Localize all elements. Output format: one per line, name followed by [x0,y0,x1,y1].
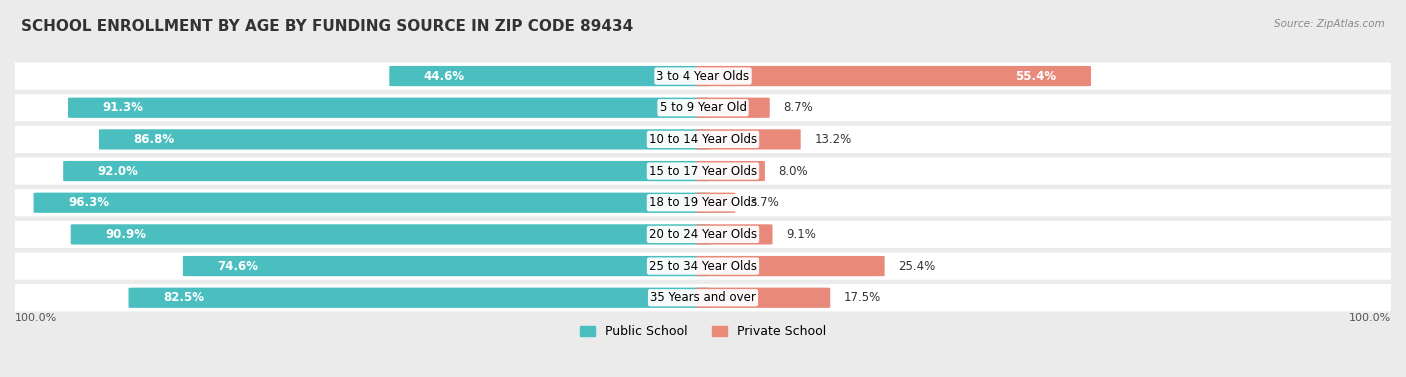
Text: 86.8%: 86.8% [134,133,174,146]
Text: 8.0%: 8.0% [779,165,808,178]
FancyBboxPatch shape [70,224,710,245]
FancyBboxPatch shape [1,189,1405,216]
FancyBboxPatch shape [1,253,1405,280]
Text: 3 to 4 Year Olds: 3 to 4 Year Olds [657,70,749,83]
FancyBboxPatch shape [696,193,735,213]
FancyBboxPatch shape [1,158,1405,185]
Text: 100.0%: 100.0% [1348,313,1391,323]
Text: 17.5%: 17.5% [844,291,882,304]
Text: 74.6%: 74.6% [218,260,259,273]
Text: 100.0%: 100.0% [15,313,58,323]
Text: Source: ZipAtlas.com: Source: ZipAtlas.com [1274,19,1385,29]
FancyBboxPatch shape [1,63,1405,90]
FancyBboxPatch shape [696,224,772,245]
FancyBboxPatch shape [63,161,710,181]
Text: SCHOOL ENROLLMENT BY AGE BY FUNDING SOURCE IN ZIP CODE 89434: SCHOOL ENROLLMENT BY AGE BY FUNDING SOUR… [21,19,633,34]
Text: 90.9%: 90.9% [105,228,146,241]
Text: 44.6%: 44.6% [423,70,465,83]
Text: 55.4%: 55.4% [1015,70,1057,83]
FancyBboxPatch shape [389,66,710,86]
Text: 96.3%: 96.3% [67,196,110,209]
Text: 10 to 14 Year Olds: 10 to 14 Year Olds [650,133,756,146]
Text: 91.3%: 91.3% [103,101,143,114]
Text: 5 to 9 Year Old: 5 to 9 Year Old [659,101,747,114]
FancyBboxPatch shape [1,221,1405,248]
FancyBboxPatch shape [696,256,884,276]
Text: 13.2%: 13.2% [814,133,852,146]
Text: 35 Years and over: 35 Years and over [650,291,756,304]
Text: 20 to 24 Year Olds: 20 to 24 Year Olds [650,228,756,241]
FancyBboxPatch shape [1,284,1405,311]
FancyBboxPatch shape [696,161,765,181]
FancyBboxPatch shape [696,129,800,150]
Text: 25.4%: 25.4% [898,260,935,273]
Text: 15 to 17 Year Olds: 15 to 17 Year Olds [650,165,756,178]
FancyBboxPatch shape [98,129,710,150]
Text: 9.1%: 9.1% [786,228,815,241]
FancyBboxPatch shape [1,126,1405,153]
Legend: Public School, Private School: Public School, Private School [575,320,831,343]
Text: 18 to 19 Year Olds: 18 to 19 Year Olds [650,196,756,209]
Text: 25 to 34 Year Olds: 25 to 34 Year Olds [650,260,756,273]
Text: 92.0%: 92.0% [97,165,138,178]
FancyBboxPatch shape [696,98,769,118]
FancyBboxPatch shape [67,98,710,118]
FancyBboxPatch shape [696,288,831,308]
FancyBboxPatch shape [1,94,1405,121]
FancyBboxPatch shape [183,256,710,276]
FancyBboxPatch shape [128,288,710,308]
Text: 82.5%: 82.5% [163,291,204,304]
Text: 8.7%: 8.7% [783,101,813,114]
FancyBboxPatch shape [696,66,1091,86]
Text: 3.7%: 3.7% [749,196,779,209]
FancyBboxPatch shape [34,193,710,213]
